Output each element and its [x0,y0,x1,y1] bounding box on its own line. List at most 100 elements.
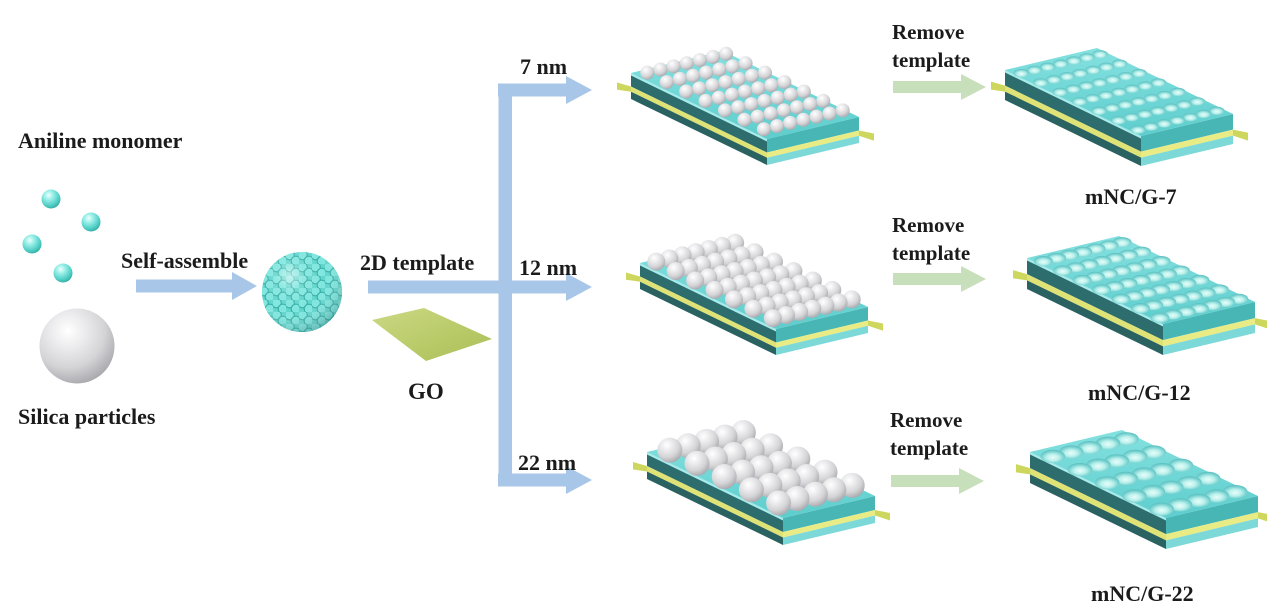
mesopore-dimple [1098,90,1114,100]
size-label-7nm: 7 nm [520,54,567,79]
remove-template-arrow-7 [893,74,986,100]
silica-sphere [725,290,743,309]
slab-side-left-lower [1005,91,1141,166]
silica-sphere [647,252,666,271]
silica-sphere [653,62,668,77]
silica-sphere [757,93,772,108]
product-slab-7nm [991,48,1248,166]
slab-go-stripe-left [631,86,767,158]
aniline-monomer-spheres [22,189,101,283]
slab-go-stripe-right [1141,129,1233,158]
mesopore-dimple [1140,485,1166,499]
mesopore-dimple [1177,476,1202,490]
mesopore-dimple [1085,65,1102,75]
silica-sphere [640,65,655,80]
silica-sphere [783,87,798,102]
go-spike-right [868,320,883,331]
mesopore-dimple [1111,87,1127,97]
silica-sphere [738,84,752,99]
mesopore-dimple [1130,125,1146,134]
silica-sphere [738,477,764,503]
remove-template-arrow-12 [893,266,986,292]
monomer-sphere [41,189,61,209]
silica-sphere [711,90,726,105]
slab-side-left-upper [647,452,783,533]
mesopore-dimple [1092,284,1112,295]
product-label-mncg7: mNC/G-7 [1085,184,1177,209]
mesopore-dimple [1122,489,1147,503]
slab-front-edge-highlight [640,263,776,332]
silica-sphere [776,103,791,118]
silica-sphere [692,53,707,68]
mesopore-dimple [1039,62,1056,72]
silica-sphere [666,262,685,281]
mesopore-dimple [1053,265,1073,276]
slab-side-right-lower [1163,324,1255,355]
mesopore-dimple [1118,72,1134,81]
mesopore-dimple [1170,87,1186,97]
size-label-12nm: 12 nm [519,255,577,280]
mesopore-dimple [1124,84,1140,94]
silica-sphere [731,71,746,86]
slab-side-right-upper [776,307,868,343]
mesopore-dimple [1077,441,1102,455]
mesopore-dimple [1163,103,1179,112]
mesopore-dimple [1204,489,1230,503]
mesopore-dimple [1176,100,1192,109]
mesopore-dimple [1040,449,1066,463]
silica-sphere [679,84,694,99]
go-spike-left [991,81,1005,92]
silica-sphere [692,81,707,96]
slab-go-stripe-right [1163,318,1255,347]
remove-template-arrow-22 [891,468,984,494]
2d-template-label: 2D template [360,250,474,275]
mesopore-dimple [1065,84,1082,94]
product-slab-12nm [1013,236,1267,355]
slab-side-left-upper [1027,258,1163,341]
slab-side-right-lower [783,515,875,545]
slab-side-left-upper [1005,70,1141,152]
silica-sphere [744,68,759,83]
slab-side-left-upper [631,73,767,153]
silica-sphere [751,81,766,96]
mesopore-dimple [1141,445,1166,459]
mesopore-dimple [1072,274,1092,286]
self-assemble-arrow [136,272,257,300]
aniline-monomer-label: Aniline monomer [18,128,183,153]
silica-sphere [705,280,724,299]
mesopore-dimple [1078,81,1095,90]
silica-sphere [796,112,811,127]
mesopore-dimple [1086,458,1111,472]
mesopore-dimple [1158,480,1184,494]
mesopore-dimple [1189,97,1206,106]
go-spike-right [875,510,890,521]
product-label-mncg22: mNC/G-22 [1091,581,1194,606]
slab-go-stripe-left [647,466,783,538]
mesopore-dimple [1156,90,1173,100]
mesopore-dimple [1026,65,1043,75]
remove-template-label-12-line2: template [892,241,970,265]
silica-sphere [698,93,713,108]
silica-sphere [718,103,732,118]
mesopore-dimple [1113,471,1138,485]
branch-arrow-12nm [368,273,592,301]
go-spike-left [626,272,640,282]
monomer-sphere [22,234,42,254]
mesopore-dimple [1168,458,1194,472]
silica-sphere [679,56,694,71]
mesopore-dimple [1066,56,1082,65]
silica-sphere [659,75,674,90]
mesopore-dimple [1143,122,1159,131]
silica-sphere [783,115,798,130]
silica-particle-sphere [39,308,115,384]
silica-sphere [684,450,710,476]
mesopore-dimple [1094,476,1120,490]
composite-slab-12nm [626,233,883,355]
mesopore-dimple [1067,463,1093,477]
mesopore-dimple [1149,502,1174,516]
slab-front-edge-highlight [1005,70,1141,139]
slab-side-left-lower [640,281,776,355]
mesopore-dimple [1052,59,1069,68]
